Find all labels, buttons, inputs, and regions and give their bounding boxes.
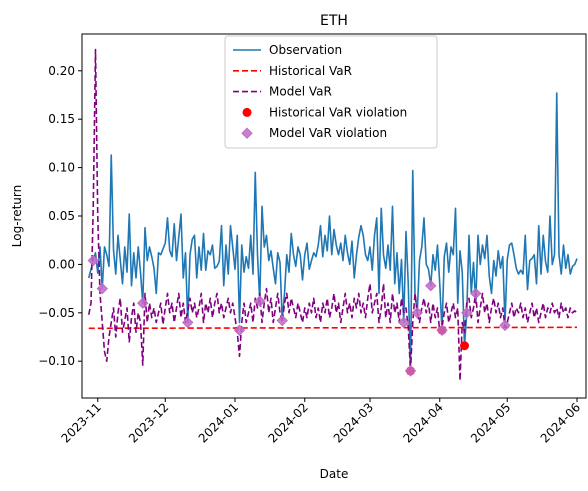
model-var-violation-point <box>233 324 246 336</box>
model-var-violation-point <box>404 365 417 377</box>
legend-label-observation: Observation <box>269 43 342 57</box>
y-tick-label: 0.10 <box>48 161 75 175</box>
model-var-violation-point <box>398 316 410 329</box>
historical-var-line <box>88 326 578 330</box>
x-tick-label: 2023-12 <box>126 400 171 445</box>
x-tick-label: 2024-03 <box>331 400 376 445</box>
x-tick-label: 2023-11 <box>59 400 104 445</box>
legend: Observation Historical VaR Model VaR Histor… <box>224 35 438 149</box>
y-tick-label: 0.05 <box>48 209 75 223</box>
plot-area <box>87 48 578 382</box>
model-var-violation-point <box>276 314 288 327</box>
x-axis-title: Date <box>320 467 349 481</box>
model-var-violation-point <box>461 307 473 319</box>
model-var-violation-point <box>499 319 511 332</box>
model-var-violation-point <box>411 307 423 319</box>
legend-swatch-model-var-violation <box>241 127 253 139</box>
legend-label-model-var-violation: Model VaR violation <box>269 126 387 140</box>
historical-var-violation-point <box>460 341 469 351</box>
y-axis-title: Log-return <box>10 185 24 247</box>
x-tick-label: 2024-06 <box>538 400 583 445</box>
model-var-violation-point <box>254 295 266 307</box>
y-tick-label: 0.00 <box>48 257 75 271</box>
model-var-violation-point <box>425 279 437 292</box>
y-tick-label: −0.10 <box>38 354 75 368</box>
y-tick-label: 0.20 <box>48 64 75 78</box>
legend-label-historical-var-violation: Historical VaR violation <box>269 105 407 119</box>
model-var-violation-point <box>96 282 108 295</box>
x-tick-label: 2024-02 <box>266 400 311 445</box>
observation-line <box>87 92 578 372</box>
x-tick-label: 2024-01 <box>196 400 241 445</box>
x-tick-label: 2024-05 <box>468 400 513 445</box>
chart-title: ETH <box>320 13 348 29</box>
model-var-violation-point <box>436 324 448 336</box>
y-tick-label: 0.15 <box>48 112 75 126</box>
series-lines <box>87 48 578 382</box>
legend-label-model-var: Model VaR <box>269 85 332 99</box>
x-axis-ticks: 2023-11 2023-12 2024-01 2024-02 2024-03 2024-… <box>59 398 583 446</box>
model-var-violation-point <box>87 254 99 267</box>
legend-box <box>224 35 438 149</box>
model-var-line <box>87 48 578 382</box>
model-var-violation-point <box>137 297 149 309</box>
x-tick-label: 2024-04 <box>401 400 446 445</box>
y-axis-ticks: −0.10 −0.05 0.00 0.05 0.10 0.15 0.20 <box>38 64 82 368</box>
legend-swatch-historical-var-violation <box>242 107 252 117</box>
model-var-violation-point <box>182 316 194 329</box>
y-tick-label: −0.05 <box>38 306 75 320</box>
model-var-violation-point <box>470 287 482 300</box>
legend-label-historical-var: Historical VaR <box>269 64 352 78</box>
series-markers <box>87 254 511 377</box>
